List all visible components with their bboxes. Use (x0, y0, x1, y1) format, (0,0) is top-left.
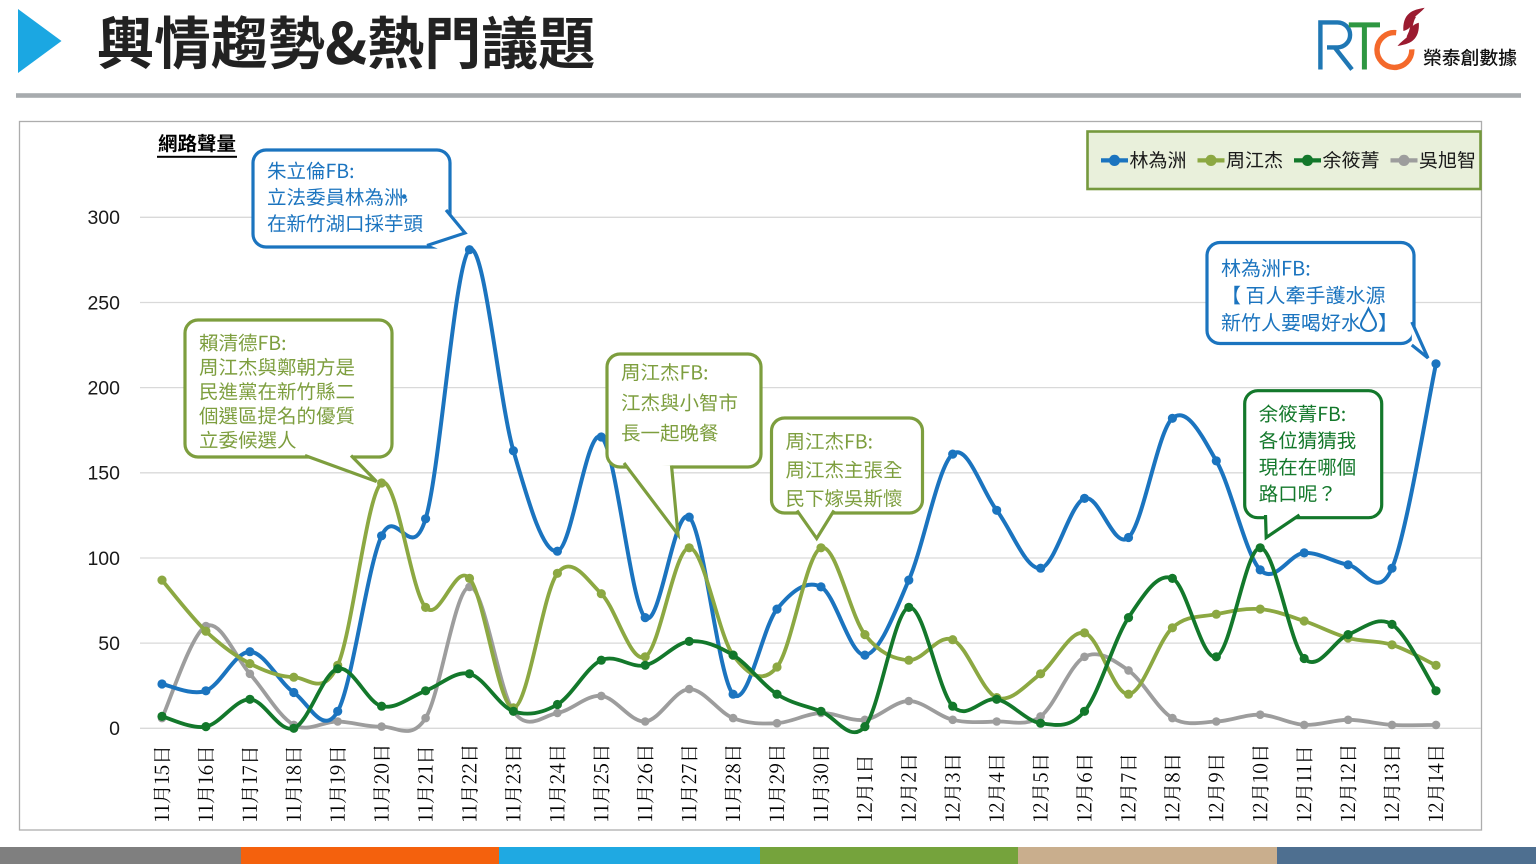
svg-text:250: 250 (87, 292, 120, 314)
svg-text:300: 300 (87, 207, 120, 229)
svg-text:0: 0 (109, 718, 120, 740)
svg-text:150: 150 (87, 463, 120, 485)
svg-text:100: 100 (87, 548, 120, 570)
svg-text:50: 50 (98, 633, 120, 655)
svg-text:200: 200 (87, 377, 120, 399)
